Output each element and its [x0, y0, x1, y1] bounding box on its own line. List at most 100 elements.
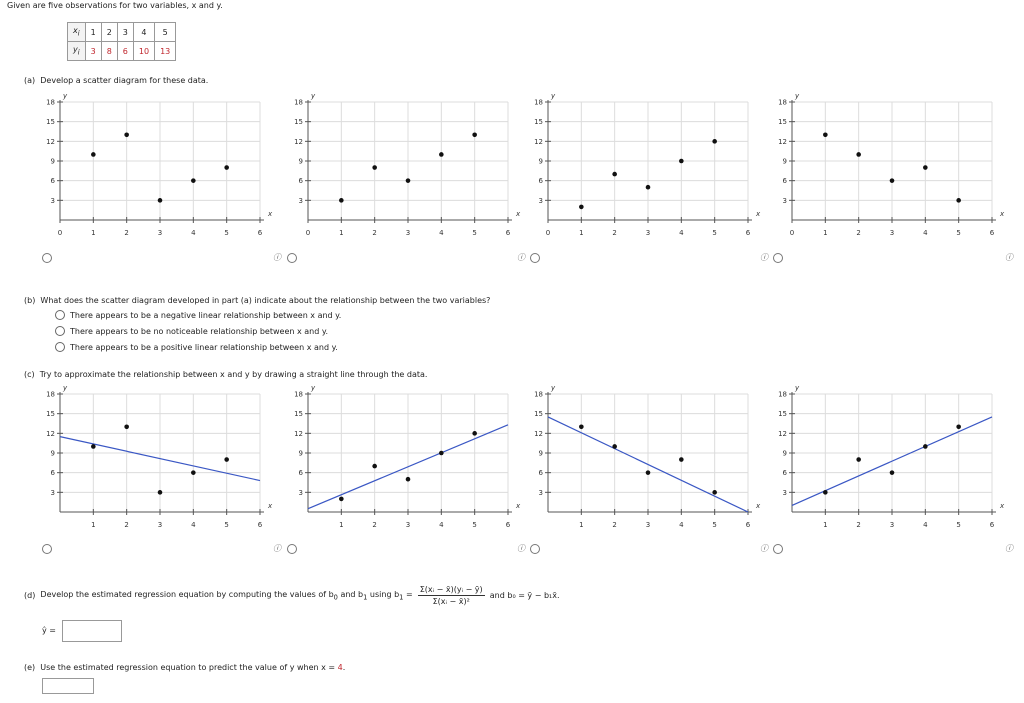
y-axis-label: y: [550, 384, 556, 392]
radio-button[interactable]: [55, 326, 65, 336]
prediction-input[interactable]: [42, 678, 94, 694]
x-tick-label: 3: [406, 229, 410, 237]
yhat-label: ŷ =: [42, 626, 56, 635]
x-tick-label: 3: [890, 521, 894, 529]
info-icon[interactable]: ⓘ: [273, 544, 281, 553]
b1-formula: Σ(xᵢ − x̄)(yᵢ − ȳ) Σ(xᵢ − x̄)²: [417, 584, 485, 607]
plot-a-2: 3 6 9 12 15 18 0 1 2 3 4 5 6 y x: [278, 90, 523, 252]
info-icon[interactable]: ⓘ: [760, 253, 768, 262]
y-tick-label: 18: [294, 391, 303, 399]
b0-formula: and b₀ = ȳ − b₁x̄.: [489, 591, 560, 600]
x-tick-label: 1: [823, 229, 827, 237]
data-point: [472, 431, 477, 436]
part-b-label: (b): [24, 296, 36, 305]
option-positive[interactable]: There appears to be a positive linear re…: [55, 342, 338, 352]
plot-c-3-radio[interactable]: [530, 544, 540, 554]
option-negative[interactable]: There appears to be a negative linear re…: [55, 310, 341, 320]
info-icon[interactable]: ⓘ: [517, 253, 525, 262]
y-tick-label: 3: [783, 197, 787, 205]
fit-line: [59, 436, 261, 482]
x-tick-label: 6: [746, 521, 751, 529]
plot-a-4-radio[interactable]: [773, 253, 783, 263]
plot-c-4-radio[interactable]: [773, 544, 783, 554]
radio-button[interactable]: [55, 342, 65, 352]
b1-sub: 1: [399, 593, 404, 602]
option-none[interactable]: There appears to be no noticeable relati…: [55, 326, 328, 336]
regression-equation-input[interactable]: [62, 620, 122, 642]
x-tick-label: 1: [579, 229, 583, 237]
y-tick-label: 15: [778, 118, 787, 126]
x-tick-label: 0: [58, 229, 62, 237]
table-cell: 6: [116, 41, 134, 61]
y-tick-label: 3: [51, 489, 55, 497]
x-tick-label: 3: [158, 521, 162, 529]
plot-a-1-radio[interactable]: [42, 253, 52, 263]
x-tick-label: 4: [439, 521, 444, 529]
b0-sub: 0: [333, 593, 338, 602]
data-point: [372, 463, 377, 469]
plot-a-2-radio[interactable]: [287, 253, 297, 263]
x-tick-label: 6: [746, 229, 751, 237]
part-c-question: (c) Try to approximate the relationship …: [24, 370, 427, 379]
x-tick-label: 3: [158, 229, 162, 237]
data-point: [612, 444, 617, 449]
y-tick-label: 6: [299, 177, 304, 185]
info-icon[interactable]: ⓘ: [1005, 544, 1013, 553]
y-tick-label: 9: [539, 450, 543, 458]
x-tick-label: 2: [612, 229, 616, 237]
data-point: [579, 204, 584, 210]
y-tick-label: 9: [783, 158, 787, 166]
y-tick-label: 18: [46, 391, 55, 399]
x-tick-label: 2: [372, 229, 376, 237]
info-icon[interactable]: ⓘ: [760, 544, 768, 553]
x-tick-label: 6: [258, 229, 263, 237]
info-icon[interactable]: ⓘ: [273, 253, 281, 262]
data-point: [439, 152, 444, 157]
x-tick-label: 1: [579, 521, 583, 529]
x-tick-label: 2: [856, 521, 860, 529]
info-icon[interactable]: ⓘ: [517, 544, 525, 553]
plot-c-2-radio[interactable]: [287, 544, 297, 554]
plot-c-4: 3 6 9 12 15 18 1 2 3 4 5 6 y x: [762, 382, 1007, 544]
x-tick-label: 0: [790, 229, 794, 237]
x-tick-label: 5: [472, 521, 476, 529]
part-a-label: (a): [24, 76, 36, 85]
x-tick-label: 5: [712, 521, 716, 529]
x-tick-label: 3: [890, 229, 894, 237]
part-e-label: (e): [24, 663, 36, 672]
data-point: [679, 158, 684, 164]
x-tick-label: 6: [506, 229, 511, 237]
y-tick-label: 3: [299, 489, 303, 497]
plot-a-3-radio[interactable]: [530, 253, 540, 263]
part-e-period: .: [342, 663, 346, 672]
y-tick-label: 9: [299, 158, 303, 166]
option-label: There appears to be no noticeable relati…: [70, 326, 328, 336]
data-point: [923, 165, 928, 170]
info-icon[interactable]: ⓘ: [1005, 253, 1013, 262]
x-tick-label: 4: [923, 229, 928, 237]
y-tick-label: 6: [783, 469, 788, 477]
x-tick-label: 3: [646, 521, 650, 529]
x-tick-label: 4: [191, 521, 196, 529]
y-tick-label: 6: [539, 469, 544, 477]
y-axis-label: y: [310, 92, 316, 100]
x-subscript: i: [77, 29, 80, 38]
table-cell: 3: [116, 22, 134, 42]
b1-sub: 1: [363, 593, 368, 602]
y-tick-label: 18: [294, 99, 303, 107]
radio-button[interactable]: [55, 310, 65, 320]
table-cell: 13: [154, 41, 177, 61]
plot-c-1-radio[interactable]: [42, 544, 52, 554]
observations-table: xi 1 2 3 4 5 yi 3 8 6 10 13: [67, 22, 177, 61]
y-axis-label: y: [310, 384, 316, 392]
y-axis-label: y: [62, 384, 68, 392]
x-tick-label: 5: [712, 229, 716, 237]
y-tick-label: 6: [299, 469, 304, 477]
data-point: [823, 132, 828, 138]
data-point: [339, 496, 344, 502]
data-point: [439, 450, 444, 456]
y-axis-label: y: [794, 384, 800, 392]
table-cell: 3: [84, 41, 102, 61]
data-point: [856, 152, 861, 157]
data-point: [579, 424, 584, 430]
